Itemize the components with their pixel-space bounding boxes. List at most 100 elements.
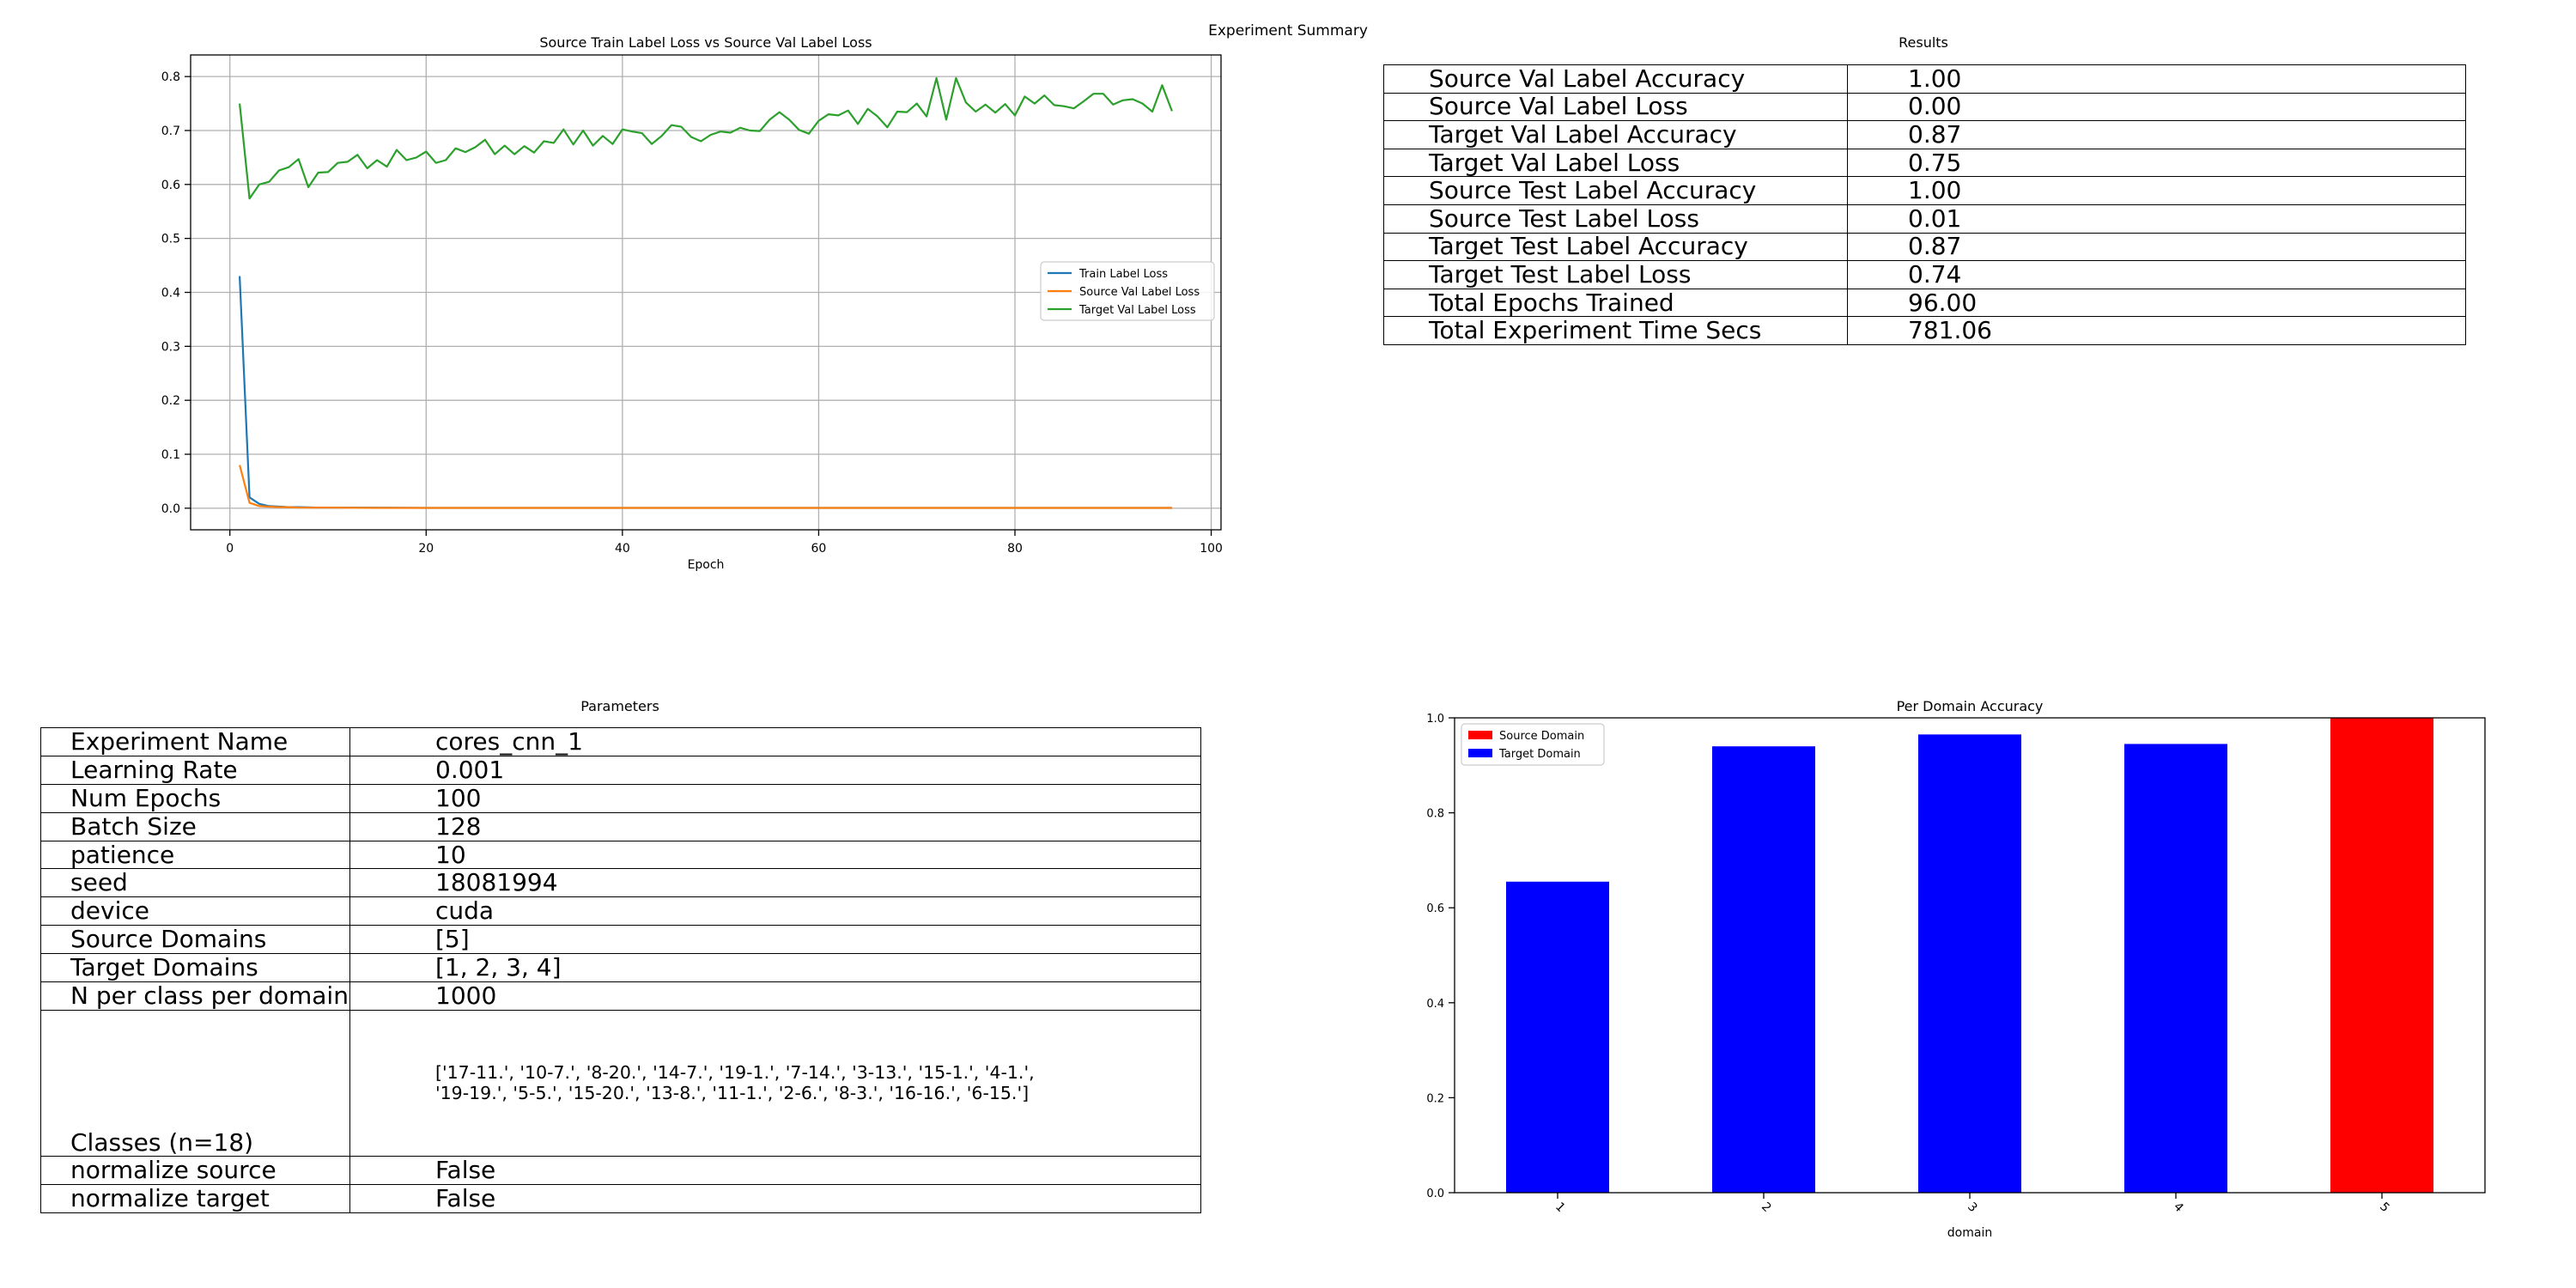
parameter-key: Batch Size	[40, 811, 350, 841]
parameter-value: cuda	[349, 896, 1201, 927]
results-value: 0.00	[1847, 92, 2466, 122]
x-tick-label: 80	[1007, 542, 1023, 556]
parameter-value: 100	[349, 783, 1201, 813]
accuracy-plot-frame	[1454, 717, 2486, 1194]
x-tick-label: 60	[811, 542, 827, 556]
legend-swatch	[1468, 731, 1492, 739]
classes-line: '19-19.', '5-5.', '15-20.', '13-8.', '11…	[435, 1083, 1030, 1104]
legend-label: Target Val Label Loss	[1078, 304, 1196, 317]
parameters-title: Parameters	[580, 698, 659, 714]
parameter-row-classes: Classes (n=18) ['17-11.', '10-7.', '8-20.…	[40, 1009, 1201, 1157]
results-key: Total Experiment Time Secs	[1383, 316, 1848, 345]
parameter-key: Source Domains	[40, 925, 350, 955]
parameter-value: False	[349, 1155, 1201, 1185]
x-axis-label: domain	[1947, 1226, 1992, 1240]
x-tick-label: 2	[1759, 1200, 1774, 1215]
parameter-key: normalize source	[40, 1155, 350, 1185]
results-key: Target Test Label Accuracy	[1383, 232, 1848, 262]
parameter-row: N per class per domain 1000	[40, 981, 1201, 1011]
x-tick-label: 1	[1552, 1200, 1568, 1215]
results-key: Target Val Label Loss	[1383, 148, 1848, 178]
parameter-value: cores_cnn_1	[349, 727, 1201, 756]
parameter-value: 128	[349, 811, 1201, 841]
results-row: Total Epochs Trained 96.00	[1383, 288, 2466, 318]
parameter-row: Learning Rate 0.001	[40, 755, 1201, 785]
results-row: Target Test Label Accuracy 0.87	[1383, 232, 2466, 262]
results-value: 1.00	[1847, 176, 2466, 205]
results-row: Target Val Label Accuracy 0.87	[1383, 120, 2466, 149]
y-tick-label: 0.2	[161, 394, 180, 408]
parameter-value: [1, 2, 3, 4]	[349, 953, 1201, 983]
parameter-row: device cuda	[40, 896, 1201, 927]
legend-label: Target Domain	[1498, 748, 1581, 761]
parameter-row: Source Domains [5]	[40, 925, 1201, 955]
results-table: Source Val Label Accuracy 1.00 Source Val …	[1383, 64, 2466, 345]
parameters-table: Experiment Name cores_cnn_1 Learning Rate 0…	[40, 727, 1201, 1213]
results-value: 0.75	[1847, 148, 2466, 178]
classes-key: Classes (n=18)	[40, 1009, 350, 1157]
figure-title: Experiment Summary	[1208, 22, 1368, 39]
parameter-key: Learning Rate	[40, 755, 350, 785]
classes-value: ['17-11.', '10-7.', '8-20.', '14-7.', '1…	[349, 1009, 1201, 1157]
parameter-key: N per class per domain	[40, 981, 350, 1011]
parameter-value: False	[349, 1183, 1201, 1213]
accuracy-chart: 1 2 3 4 5 0.0 0.2 0.4 0.6 0.8 1.0 domain Source Doma…	[1426, 713, 2486, 1240]
parameter-row: seed 18081994	[40, 868, 1201, 898]
parameter-key: Num Epochs	[40, 783, 350, 813]
parameter-key: normalize target	[40, 1183, 350, 1213]
bar-domain-5	[2330, 718, 2433, 1193]
parameter-key: Target Domains	[40, 953, 350, 983]
loss-chart-title: Source Train Label Loss vs Source Val La…	[539, 34, 872, 51]
legend-label: Source Domain	[1499, 730, 1584, 743]
results-value: 1.00	[1847, 64, 2466, 94]
bar-domain-3	[1918, 734, 2021, 1193]
y-tick-label: 0.4	[1426, 998, 1444, 1011]
legend-label: Train Label Loss	[1078, 268, 1168, 281]
series-line-2	[239, 465, 1172, 509]
parameter-row: Num Epochs 100	[40, 783, 1201, 813]
parameter-row: normalize target False	[40, 1183, 1201, 1213]
parameter-row: Batch Size 128	[40, 811, 1201, 841]
bar-domain-1	[1506, 881, 1609, 1193]
series-line-1	[239, 276, 1172, 509]
parameter-value: 0.001	[349, 755, 1201, 785]
results-row: Total Experiment Time Secs 781.06	[1383, 316, 2466, 345]
y-tick-label: 1.0	[1426, 713, 1444, 726]
results-row: Target Val Label Loss 0.75	[1383, 148, 2466, 178]
y-tick-label: 0.7	[161, 125, 180, 138]
results-key: Source Test Label Loss	[1383, 204, 1848, 234]
y-tick-label: 0.0	[1426, 1188, 1444, 1200]
legend-label: Source Val Label Loss	[1079, 286, 1200, 299]
parameter-row: Target Domains [1, 2, 3, 4]	[40, 953, 1201, 983]
parameter-value: 10	[349, 840, 1201, 870]
results-row: Source Val Label Accuracy 1.00	[1383, 64, 2466, 94]
accuracy-chart-title: Per Domain Accuracy	[1896, 698, 2044, 714]
results-row: Source Test Label Loss 0.01	[1383, 204, 2466, 234]
loss-plot-frame	[190, 54, 1222, 531]
parameter-value: [5]	[349, 925, 1201, 955]
results-value: 0.87	[1847, 120, 2466, 149]
parameter-row: normalize source False	[40, 1155, 1201, 1185]
x-tick-label: 5	[2377, 1200, 2392, 1215]
x-tick-label: 20	[418, 542, 434, 556]
y-tick-label: 0.6	[1426, 902, 1444, 915]
parameter-key: Experiment Name	[40, 727, 350, 756]
parameter-row: Experiment Name cores_cnn_1	[40, 727, 1201, 756]
accuracy-legend: Source Domain Target Domain	[1461, 723, 1605, 766]
x-tick-label: 3	[1965, 1200, 1980, 1215]
y-tick-label: 0.6	[161, 179, 180, 192]
x-tick-label: 4	[2171, 1200, 2186, 1215]
x-tick-label: 100	[1200, 542, 1223, 556]
results-row: Source Test Label Accuracy 1.00	[1383, 176, 2466, 205]
legend-swatch	[1468, 749, 1492, 757]
parameter-value: 18081994	[349, 868, 1201, 898]
x-tick-label: 40	[615, 542, 630, 556]
legend-box	[1461, 723, 1605, 766]
parameter-key: patience	[40, 840, 350, 870]
y-tick-label: 0.0	[161, 502, 180, 516]
y-tick-label: 0.2	[1426, 1092, 1444, 1105]
results-key: Target Val Label Accuracy	[1383, 120, 1848, 149]
x-tick-label: 0	[226, 542, 234, 556]
results-row: Target Test Label Loss 0.74	[1383, 260, 2466, 289]
y-tick-label: 0.8	[161, 70, 180, 84]
